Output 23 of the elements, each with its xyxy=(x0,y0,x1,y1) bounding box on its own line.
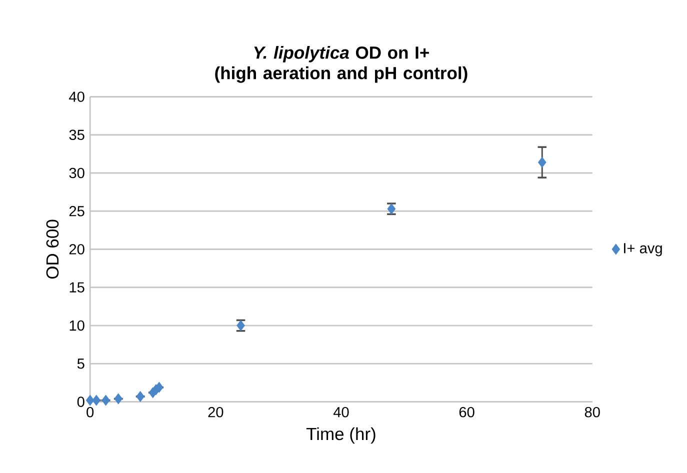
x-tick-label: 40 xyxy=(333,407,349,418)
x-tick-label: 0 xyxy=(86,407,94,418)
y-tick-label: 0 xyxy=(77,396,84,408)
x-tick-label: 20 xyxy=(208,407,224,418)
x-axis-title: Time (hr) xyxy=(306,427,376,444)
point xyxy=(136,391,144,402)
x-tick-label: 80 xyxy=(584,407,600,418)
y-tick-label: 40 xyxy=(69,92,84,102)
y-tick-label: 10 xyxy=(70,320,84,331)
point xyxy=(538,157,546,168)
point xyxy=(114,393,122,404)
point xyxy=(155,382,164,393)
y-tick-label: 20 xyxy=(69,244,84,255)
y-tick-label: 15 xyxy=(70,282,84,293)
y-tick-label: 30 xyxy=(69,168,84,178)
legend-label: I+ avg xyxy=(624,243,662,256)
chart-title: Y. lipolytica OD on I+ (high aeration and pH control) xyxy=(215,46,468,83)
y-tick-label: 5 xyxy=(77,358,84,369)
y-tick-label: 25 xyxy=(69,206,84,216)
point xyxy=(86,394,94,406)
y-axis-title: OD 600 xyxy=(46,220,59,279)
y-tick-label: 35 xyxy=(69,130,84,140)
x-tick-label: 60 xyxy=(459,407,474,418)
